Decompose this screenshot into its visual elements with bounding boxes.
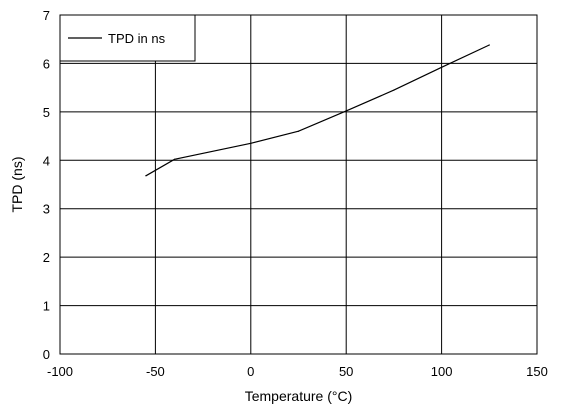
data-point	[145, 175, 147, 177]
y-tick-label: 4	[43, 153, 50, 168]
x-tick-label: 100	[431, 364, 453, 379]
x-tick-label: 0	[247, 364, 254, 379]
y-tick-label: 1	[43, 299, 50, 314]
series-layer	[145, 44, 490, 177]
data-point	[250, 142, 252, 144]
y-axis-label: TPD (ns)	[9, 157, 25, 213]
y-tick-label: 6	[43, 56, 50, 71]
x-axis-label: Temperature (°C)	[245, 388, 353, 404]
y-tick-label: 5	[43, 105, 50, 120]
y-tick-label: 7	[43, 8, 50, 23]
legend-label-tpd: TPD in ns	[108, 31, 166, 46]
data-point	[441, 66, 443, 68]
x-tick-label: 50	[339, 364, 353, 379]
data-point	[393, 89, 395, 91]
x-tick-label: -50	[146, 364, 165, 379]
x-tick-label: 150	[526, 364, 548, 379]
plot-area-frame	[59, 14, 538, 355]
legend: TPD in ns	[59, 14, 196, 62]
data-point	[173, 158, 176, 160]
y-axis-ticks: 0 1 2 3 4 5 6 7	[43, 8, 50, 362]
x-axis-ticks: -100 -50 0 50 100 150	[47, 364, 548, 379]
data-point	[345, 110, 347, 112]
y-tick-label: 0	[43, 347, 50, 362]
data-point	[297, 130, 300, 132]
data-point	[488, 44, 490, 46]
series-line-0	[145, 44, 490, 177]
y-tick-label: 2	[43, 250, 50, 265]
y-tick-label: 3	[43, 202, 50, 217]
legend-box	[59, 14, 196, 62]
x-tick-label: -100	[47, 364, 73, 379]
grid-lines	[60, 15, 537, 354]
